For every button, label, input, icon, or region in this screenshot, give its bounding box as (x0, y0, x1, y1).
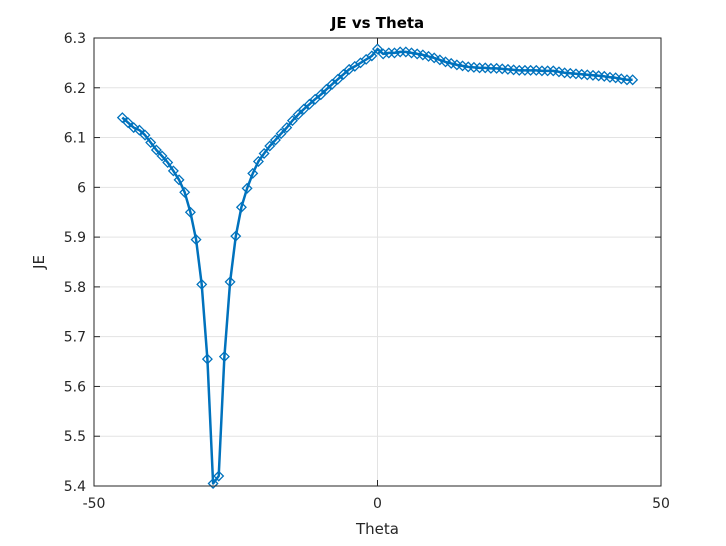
data-point-marker (264, 140, 276, 152)
data-point-marker (332, 73, 344, 85)
data-point-marker (326, 78, 338, 90)
data-point-marker (315, 89, 327, 101)
y-tick-label: 5.4 (64, 479, 86, 495)
data-point-marker (116, 112, 128, 124)
data-point-marker (224, 276, 236, 288)
y-tick-label: 5.5 (64, 429, 86, 445)
data-point-marker (258, 147, 270, 160)
data-point-marker (281, 122, 293, 134)
data-point-marker (417, 49, 429, 61)
data-point-marker (292, 109, 304, 121)
data-point-marker (179, 186, 191, 198)
data-point-marker (252, 155, 264, 167)
data-point-marker (207, 477, 219, 490)
data-point-marker (366, 50, 378, 62)
data-point-marker (440, 56, 452, 68)
series-layer (116, 43, 639, 490)
y-tick-label: 5.6 (64, 379, 86, 395)
data-point-marker (434, 54, 446, 66)
y-tick-label: 5.9 (64, 230, 86, 246)
data-point-marker (128, 122, 140, 134)
data-point-marker (269, 134, 281, 146)
data-point-marker (196, 278, 208, 290)
data-point-marker (184, 206, 196, 218)
data-point-marker (218, 351, 230, 363)
data-point-marker (145, 137, 157, 149)
data-point-marker (320, 83, 332, 95)
data-point-marker (275, 128, 287, 140)
data-point-marker (303, 98, 315, 110)
x-tick-label: 50 (652, 496, 670, 512)
y-tick-label: 6.3 (64, 31, 86, 47)
tick-layer: -50 0 50 5.4 5.5 5.6 5.7 5.8 5.9 6 6.1 6.2 6.3 (64, 31, 670, 512)
data-point-marker (162, 156, 174, 168)
data-point-marker (235, 201, 247, 213)
data-point-marker (156, 150, 168, 162)
data-point-marker (247, 167, 259, 179)
y-tick-label: 6.2 (64, 81, 86, 97)
data-point-marker (377, 48, 389, 60)
data-point-marker (133, 124, 145, 136)
chart-title: JE vs Theta (330, 14, 424, 32)
data-point-marker (298, 103, 310, 115)
y-axis-label: JE (30, 255, 48, 270)
y-tick-label: 6.1 (64, 131, 86, 147)
data-point-marker (445, 57, 457, 69)
data-point-marker (423, 50, 435, 62)
data-point-marker (139, 129, 151, 141)
data-point-marker (309, 93, 321, 105)
data-point-marker (337, 68, 349, 80)
data-point-marker (241, 182, 253, 194)
data-point-marker (150, 144, 162, 156)
x-axis-label: Theta (355, 520, 399, 538)
data-point-marker (122, 117, 134, 129)
data-point-marker (428, 52, 440, 64)
data-point-marker (230, 230, 242, 242)
y-tick-label: 5.8 (64, 280, 86, 296)
y-tick-label: 6 (77, 180, 86, 196)
data-point-marker (286, 115, 298, 127)
data-point-marker (388, 47, 401, 59)
y-tick-label: 5.7 (64, 330, 86, 346)
data-point-marker (371, 43, 384, 55)
data-point-marker (173, 174, 185, 186)
series-line (121, 47, 633, 485)
data-point-marker (201, 353, 213, 365)
x-tick-label: 0 (373, 496, 382, 512)
data-point-marker (167, 165, 179, 177)
data-point-marker (213, 470, 225, 482)
data-point-marker (627, 74, 639, 86)
x-tick-label: -50 (83, 496, 106, 512)
data-point-marker (190, 234, 202, 246)
